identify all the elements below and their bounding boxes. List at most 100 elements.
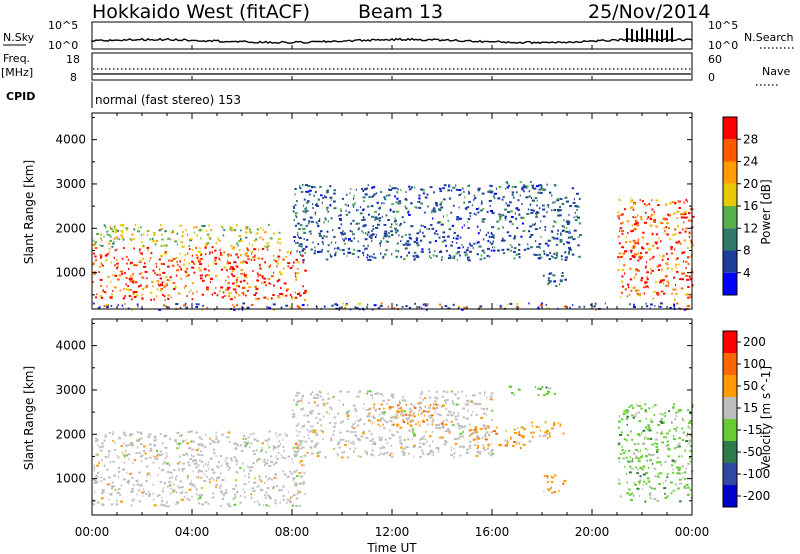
echo-cell [254,285,257,288]
echo-cell [645,251,648,254]
echo-cell [454,415,457,418]
echo-cell [394,415,397,418]
echo-cell [289,500,292,503]
echo-cell [169,437,171,440]
echo-cell [468,250,472,253]
echo-cell [232,288,235,291]
echo-cell [530,246,533,249]
echo-cell [660,222,664,224]
echo-cell [632,246,636,249]
echo-cell [690,255,692,258]
echo-cell [339,431,342,434]
echo-cell [558,283,561,286]
echo-cell [282,258,285,261]
echo-cell [315,432,318,435]
echo-cell [559,198,563,200]
echo-cell [260,227,262,229]
echo-cell [674,447,676,450]
echo-cell [490,231,492,234]
echo-cell [364,248,366,251]
echo-cell [439,250,442,253]
echo-cell [277,445,281,448]
echo-cell [127,453,131,456]
echo-cell [273,476,276,479]
echo-cell [345,302,348,305]
echo-cell [164,481,166,484]
echo-cell [407,210,410,213]
echo-cell [478,245,482,248]
echo-cell [149,456,152,459]
echo-cell [688,422,691,424]
echo-cell [301,400,303,403]
echo-cell [270,283,272,286]
echo-cell [647,480,651,483]
echo-cell [162,487,164,490]
echo-cell [285,304,289,307]
echo-cell [451,241,454,243]
echo-cell [259,264,261,267]
echo-cell [389,407,392,410]
echo-cell [121,231,124,234]
echo-cell [333,192,336,195]
echo-cell [439,190,442,193]
echo-cell [95,453,99,456]
echo-cell [410,403,413,406]
echo-cell [290,252,292,255]
echo-cell [265,504,268,507]
echo-cell [644,410,648,413]
echo-cell [267,278,271,281]
echo-cell [356,437,360,440]
echo-cell [304,291,308,294]
echo-cell [526,247,530,250]
echo-cell [505,430,507,433]
echo-cell [400,411,404,414]
echo-cell [662,282,665,285]
echo-cell [101,504,105,506]
echo-cell [679,482,683,485]
echo-cell [664,229,666,232]
echo-cell [536,211,539,214]
echo-cell [203,480,207,482]
echo-cell [306,452,309,455]
echo-cell [289,293,292,296]
echo-cell [179,306,182,309]
echo-cell [126,262,128,265]
echo-cell [548,272,551,275]
echo-cell [513,428,516,431]
echo-cell [513,441,517,443]
echo-cell [160,287,164,290]
echo-cell [434,403,436,406]
echo-cell [405,404,407,406]
echo-cell [542,274,545,277]
echo-cell [470,414,473,416]
echo-cell [604,302,606,305]
echo-cell [172,258,176,260]
echo-cell [442,236,446,238]
echo-cell [666,280,669,283]
echo-cell [594,302,597,305]
echo-cell [571,187,575,190]
echo-cell [681,472,684,475]
echo-cell [363,218,366,221]
echo-cell [169,492,172,495]
echo-cell [354,421,356,424]
echo-cell [299,504,302,507]
echo-cell [182,454,185,456]
echo-cell [573,198,575,201]
echo-cell [386,402,388,405]
echo-cell [239,444,242,447]
echo-cell [303,198,306,201]
echo-cell [628,293,630,296]
echo-cell [270,264,271,267]
echo-cell [476,253,479,256]
echo-cell [466,257,469,260]
echo-cell [418,200,421,203]
echo-cell [191,254,193,257]
echo-cell [539,191,543,194]
echo-cell [505,219,507,221]
echo-cell [236,460,239,463]
echo-cell [405,417,409,420]
echo-cell [564,251,567,254]
echo-cell [215,486,217,489]
